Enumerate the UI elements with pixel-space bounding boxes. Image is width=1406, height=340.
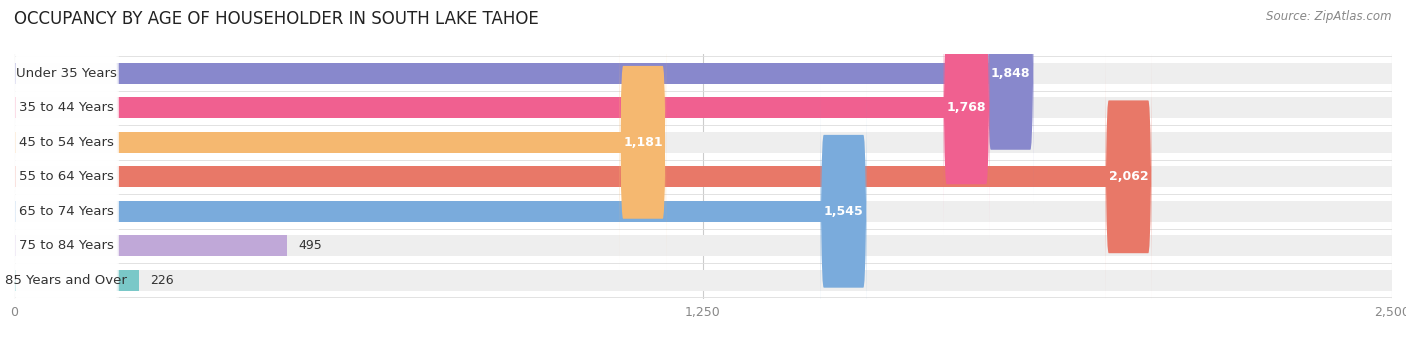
Bar bbox=[14, 132, 665, 153]
Bar bbox=[14, 235, 287, 256]
Bar bbox=[14, 98, 988, 118]
Bar bbox=[14, 201, 866, 222]
Text: OCCUPANCY BY AGE OF HOUSEHOLDER IN SOUTH LAKE TAHOE: OCCUPANCY BY AGE OF HOUSEHOLDER IN SOUTH… bbox=[14, 10, 538, 28]
FancyBboxPatch shape bbox=[820, 81, 866, 340]
Bar bbox=[14, 167, 1392, 187]
Text: 75 to 84 Years: 75 to 84 Years bbox=[18, 239, 114, 252]
FancyBboxPatch shape bbox=[14, 13, 118, 340]
Text: Source: ZipAtlas.com: Source: ZipAtlas.com bbox=[1267, 10, 1392, 23]
Text: 65 to 74 Years: 65 to 74 Years bbox=[18, 205, 114, 218]
Bar bbox=[14, 63, 1392, 84]
FancyBboxPatch shape bbox=[620, 12, 666, 273]
Bar bbox=[14, 201, 1392, 222]
FancyBboxPatch shape bbox=[14, 0, 118, 340]
Text: 1,848: 1,848 bbox=[991, 67, 1031, 80]
Text: 1,181: 1,181 bbox=[623, 136, 662, 149]
FancyBboxPatch shape bbox=[1105, 46, 1152, 307]
Text: 2,062: 2,062 bbox=[1109, 170, 1149, 183]
FancyBboxPatch shape bbox=[14, 0, 118, 340]
FancyBboxPatch shape bbox=[987, 0, 1033, 204]
Text: 1,768: 1,768 bbox=[946, 101, 986, 114]
Text: 45 to 54 Years: 45 to 54 Years bbox=[18, 136, 114, 149]
Bar bbox=[14, 235, 1392, 256]
Bar bbox=[14, 98, 1392, 118]
Text: 226: 226 bbox=[149, 274, 173, 287]
Bar bbox=[14, 270, 139, 291]
Text: 495: 495 bbox=[298, 239, 322, 252]
FancyBboxPatch shape bbox=[14, 0, 118, 306]
FancyBboxPatch shape bbox=[943, 0, 990, 238]
Text: 55 to 64 Years: 55 to 64 Years bbox=[18, 170, 114, 183]
Bar bbox=[14, 63, 1032, 84]
FancyBboxPatch shape bbox=[14, 48, 118, 340]
Text: 35 to 44 Years: 35 to 44 Years bbox=[18, 101, 114, 114]
Text: 1,545: 1,545 bbox=[824, 205, 863, 218]
Text: Under 35 Years: Under 35 Years bbox=[15, 67, 117, 80]
Bar bbox=[14, 132, 1392, 153]
FancyBboxPatch shape bbox=[14, 82, 118, 340]
Text: 85 Years and Over: 85 Years and Over bbox=[6, 274, 127, 287]
Bar bbox=[14, 270, 1392, 291]
Bar bbox=[14, 167, 1150, 187]
FancyBboxPatch shape bbox=[14, 0, 118, 271]
